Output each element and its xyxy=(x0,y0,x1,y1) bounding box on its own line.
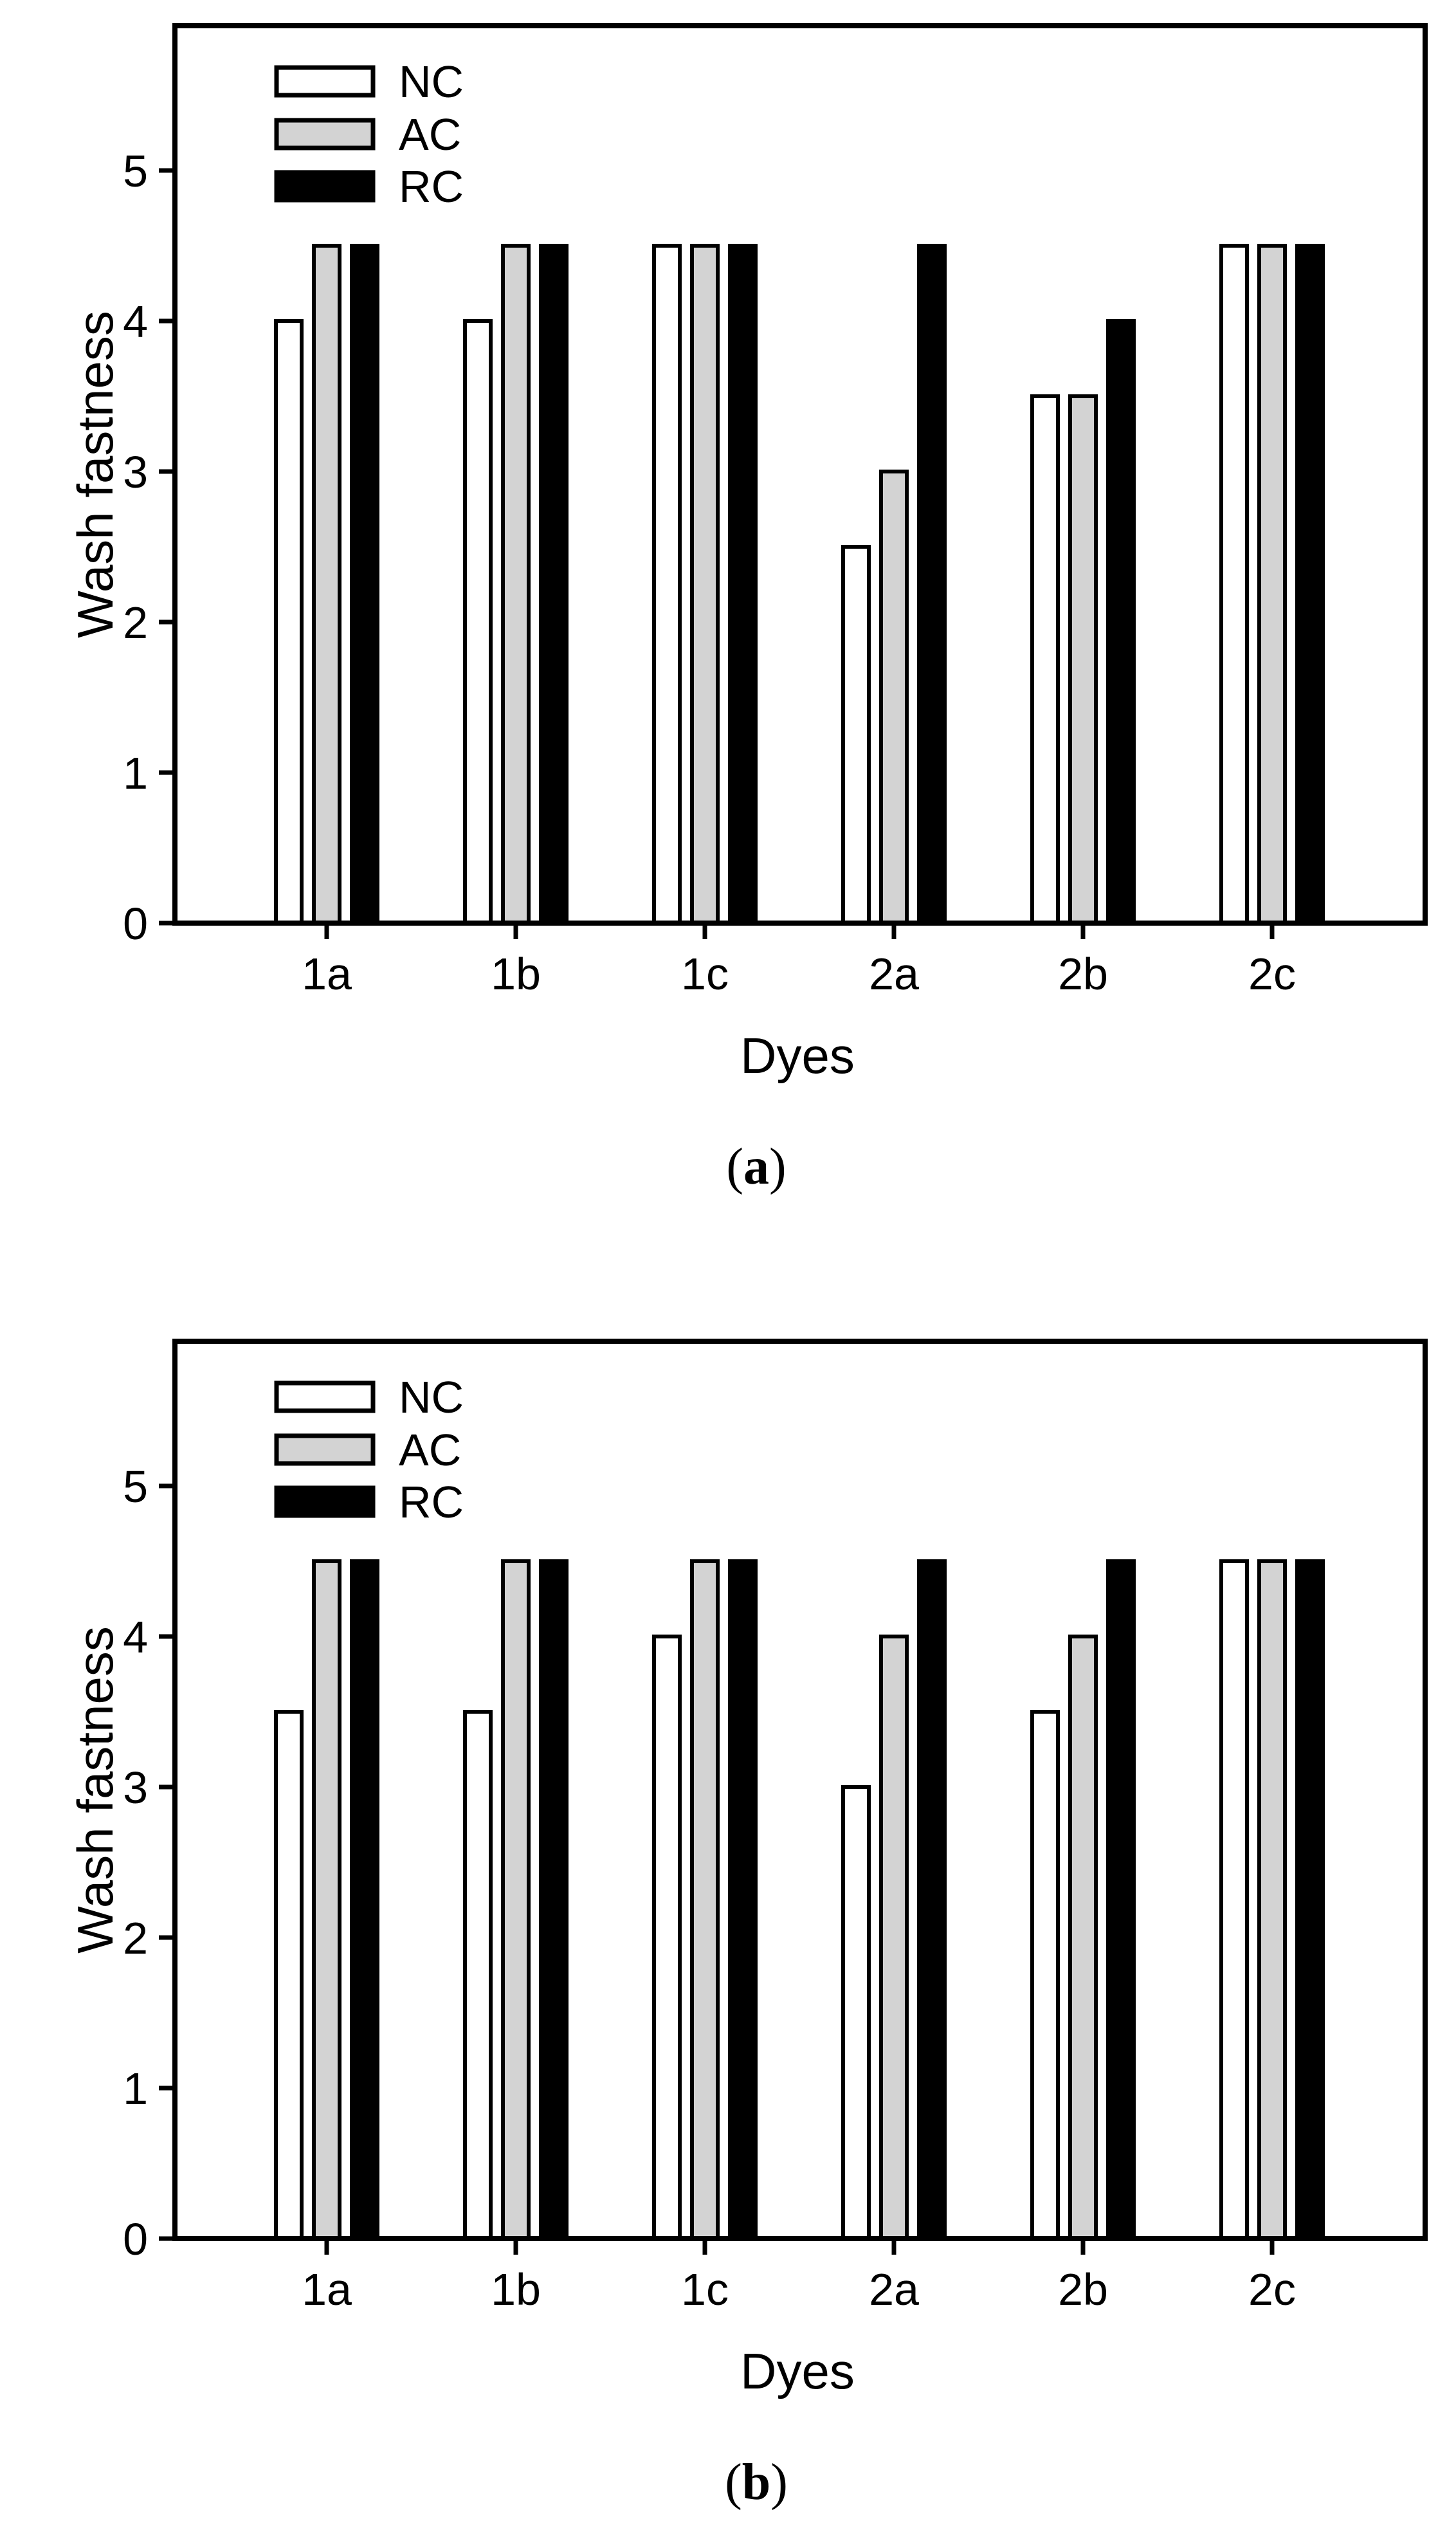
bar-ac-1a xyxy=(312,244,341,925)
plot-border xyxy=(172,23,1428,926)
bar-rc-2a xyxy=(917,1559,947,2241)
bar-nc-2b xyxy=(1030,1710,1060,2241)
bar-ac-2b xyxy=(1068,394,1098,925)
caption-b-letter: b xyxy=(742,2454,771,2511)
bar-rc-2a xyxy=(917,244,947,925)
bar-rc-1a xyxy=(350,1559,379,2241)
bar-ac-1c xyxy=(690,1559,720,2241)
bar-nc-1a xyxy=(274,319,304,925)
bar-ac-1b xyxy=(501,1559,531,2241)
legend-swatch-nc-icon xyxy=(274,65,376,98)
bar-ac-2b xyxy=(1068,1635,1098,2241)
bar-nc-2c xyxy=(1219,244,1249,925)
caption-b: (b) xyxy=(725,2454,788,2511)
x-tick-label-2c: 2c xyxy=(1248,949,1296,999)
bar-ac-1a xyxy=(312,1559,341,2241)
x-tick-label-1c: 1c xyxy=(681,2264,729,2315)
legend-label-rc: RC xyxy=(399,1477,464,1527)
y-axis-title: Wash fastness xyxy=(67,1626,123,1954)
bar-rc-2b xyxy=(1106,1559,1136,2241)
legend-label-ac: AC xyxy=(399,1425,461,1475)
chart-a: 0 1 2 3 4 5 1a 1b 1c 2a 2b 2c Wash fastness Dyes NCACR… xyxy=(67,23,1428,1084)
y-tick-label-0: 0 xyxy=(123,899,148,949)
bar-ac-1b xyxy=(501,244,531,925)
y-tick-label-1: 1 xyxy=(123,748,148,798)
bar-nc-2a xyxy=(841,1785,871,2241)
bar-ac-2a xyxy=(879,1635,909,2241)
x-axis-title: Dyes xyxy=(740,1027,855,1084)
y-axis-title: Wash fastness xyxy=(67,311,123,638)
x-tick-label-1b: 1b xyxy=(491,949,541,999)
y-tick-label-0: 0 xyxy=(123,2214,148,2264)
y-tick-label-1: 1 xyxy=(123,2064,148,2114)
bar-rc-1b xyxy=(539,1559,569,2241)
y-tick-label-5: 5 xyxy=(123,1462,148,1512)
x-tick-label-1b: 1b xyxy=(491,2264,541,2315)
plot-border xyxy=(172,1339,1428,2241)
legend-label-rc: RC xyxy=(399,161,464,212)
x-tick-label-1c: 1c xyxy=(681,949,729,999)
bar-ac-2c xyxy=(1257,1559,1287,2241)
y-tick-label-5: 5 xyxy=(123,146,148,196)
bar-rc-2c xyxy=(1295,1559,1325,2241)
legend-label-nc: NC xyxy=(399,1372,464,1422)
bar-ac-2c xyxy=(1257,244,1287,925)
x-tick-label-2b: 2b xyxy=(1058,949,1108,999)
bar-nc-1c xyxy=(652,244,682,925)
x-tick-label-2a: 2a xyxy=(869,2264,919,2315)
legend-label-nc: NC xyxy=(399,57,464,107)
y-tick-label-4: 4 xyxy=(123,1612,148,1662)
chart-b: 0 1 2 3 4 5 1a 1b 1c 2a 2b 2c Wash fastness Dyes NCACR… xyxy=(67,1339,1428,2399)
caption-a-open: ( xyxy=(726,1139,743,1195)
legend-swatch-rc-icon xyxy=(274,170,376,203)
y-tick-label-3: 3 xyxy=(123,1763,148,1813)
x-axis-title: Dyes xyxy=(740,2343,855,2399)
caption-b-open: ( xyxy=(725,2454,742,2511)
bar-nc-1a xyxy=(274,1710,304,2241)
legend-swatch-nc-icon xyxy=(274,1380,376,1413)
x-tick-label-2a: 2a xyxy=(869,949,919,999)
y-tick-label-2: 2 xyxy=(123,1913,148,1963)
bar-nc-1c xyxy=(652,1635,682,2241)
bar-nc-1b xyxy=(463,319,493,925)
bar-ac-2a xyxy=(879,470,909,925)
caption-a: (a) xyxy=(726,1139,786,1195)
bar-rc-1b xyxy=(539,244,569,925)
caption-b-close: ) xyxy=(770,2454,788,2511)
x-tick-label-2b: 2b xyxy=(1058,2264,1108,2315)
bar-nc-1b xyxy=(463,1710,493,2241)
x-tick-label-2c: 2c xyxy=(1248,2264,1296,2315)
legend-swatch-ac-icon xyxy=(274,118,376,151)
bar-rc-1a xyxy=(350,244,379,925)
bar-rc-2b xyxy=(1106,319,1136,925)
bar-nc-2a xyxy=(841,545,871,925)
caption-a-letter: a xyxy=(743,1139,769,1195)
bar-rc-1c xyxy=(728,1559,758,2241)
bar-rc-1c xyxy=(728,244,758,925)
x-tick-label-1a: 1a xyxy=(302,949,352,999)
y-tick-label-3: 3 xyxy=(123,447,148,497)
legend-label-ac: AC xyxy=(399,109,461,160)
caption-a-close: ) xyxy=(769,1139,787,1195)
y-tick-label-2: 2 xyxy=(123,598,148,648)
bar-nc-2c xyxy=(1219,1559,1249,2241)
legend-swatch-rc-icon xyxy=(274,1485,376,1518)
bar-ac-1c xyxy=(690,244,720,925)
bar-rc-2c xyxy=(1295,244,1325,925)
x-tick-label-1a: 1a xyxy=(302,2264,352,2315)
y-tick-label-4: 4 xyxy=(123,297,148,347)
legend-swatch-ac-icon xyxy=(274,1433,376,1466)
bar-nc-2b xyxy=(1030,394,1060,925)
